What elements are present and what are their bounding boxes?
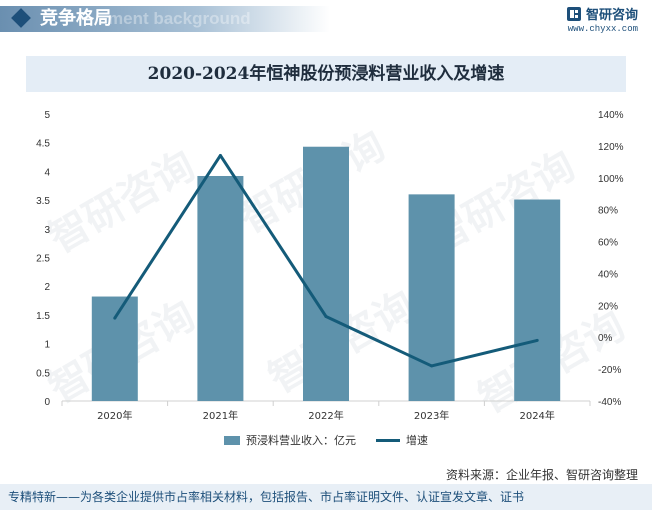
legend-label-revenue: 预浸料营业收入：亿元: [246, 434, 356, 447]
right-axis-tick-label: 0%: [598, 333, 613, 344]
right-axis-tick-label: 60%: [598, 238, 618, 249]
left-axis-tick-label: 5: [44, 110, 50, 121]
right-axis-tick-label: 100%: [598, 174, 624, 185]
brand-url: www.chyxx.com: [567, 24, 638, 34]
left-axis-tick-label: 0: [44, 397, 50, 408]
left-axis-tick-label: 0.5: [36, 368, 50, 379]
left-axis-tick-label: 2: [44, 282, 50, 293]
legend-item-revenue: 预浸料营业收入：亿元: [224, 432, 356, 448]
growth-point: [218, 153, 222, 157]
right-axis-tick-label: 20%: [598, 301, 618, 312]
footer-bar: 专精特新——为各类企业提供市占率相关材料，包括报告、市占率证明文件、认证宣发文章…: [0, 484, 652, 510]
section-title: 竞争格局: [40, 8, 112, 29]
growth-point: [324, 314, 328, 318]
legend: 预浸料营业收入：亿元 增速: [200, 432, 452, 448]
right-axis-tick-label: 40%: [598, 269, 618, 280]
brand-logo-icon: [566, 6, 581, 21]
header-band: [0, 6, 330, 32]
page-header: ment background 竞争格局 智研咨询 www.chyxx.com: [0, 0, 652, 36]
x-axis-tick-label: 2023年: [414, 409, 449, 422]
source-note: 资料来源：企业年报、智研咨询整理: [445, 468, 638, 482]
left-axis-tick-label: 2.5: [36, 254, 50, 265]
revenue-bar: [408, 194, 455, 401]
chart-title-box: 2020-2024年恒神股份预浸料营业收入及增速: [26, 56, 626, 92]
left-axis-tick-label: 1: [44, 340, 50, 351]
left-axis-tick-label: 4: [44, 167, 50, 178]
growth-point: [535, 338, 539, 342]
chart: 0 0.5 1 1.5 2 2.5 3 3.5 4 4.5 5 -40% -20% 0% 20% 40% 60%…: [36, 110, 624, 422]
footer-text: 专精特新——为各类企业提供市占率相关材料，包括报告、市占率证明文件、认证宣发文章…: [8, 490, 525, 504]
legend-label-growth: 增速: [406, 434, 428, 447]
revenue-bar: [303, 146, 349, 401]
x-axis-tick-label: 2021年: [203, 409, 238, 422]
legend-swatch-line: [376, 438, 400, 442]
revenue-bar: [197, 175, 244, 401]
x-axis-tick-label: 2024年: [519, 409, 554, 422]
revenue-bar: [91, 296, 138, 401]
x-axis-tick-label: 2020年: [97, 409, 132, 422]
revenue-bar: [514, 199, 561, 401]
right-axis-tick-label: -40%: [598, 397, 621, 408]
right-axis-tick-label: 140%: [598, 110, 624, 121]
left-axis-tick-label: 3.5: [36, 196, 50, 207]
legend-item-growth: 增速: [376, 432, 428, 448]
x-axis-tick-label: 2022年: [308, 409, 343, 422]
right-axis-tick-label: 80%: [598, 206, 618, 217]
right-axis-tick-label: 120%: [598, 142, 624, 153]
growth-point: [113, 316, 117, 320]
brand-name: 智研咨询: [585, 8, 638, 23]
left-axis-tick-label: 4.5: [36, 139, 50, 150]
left-axis-tick-label: 1.5: [36, 311, 50, 322]
legend-swatch-bar: [224, 435, 240, 445]
growth-point: [430, 364, 434, 368]
brand: 智研咨询 www.chyxx.com: [566, 4, 638, 34]
right-axis-tick-label: -20%: [598, 365, 621, 376]
left-axis-tick-label: 3: [44, 225, 50, 236]
chart-title: 2020-2024年恒神股份预浸料营业收入及增速: [147, 64, 505, 84]
header-ghost-text: ment background: [108, 9, 251, 28]
